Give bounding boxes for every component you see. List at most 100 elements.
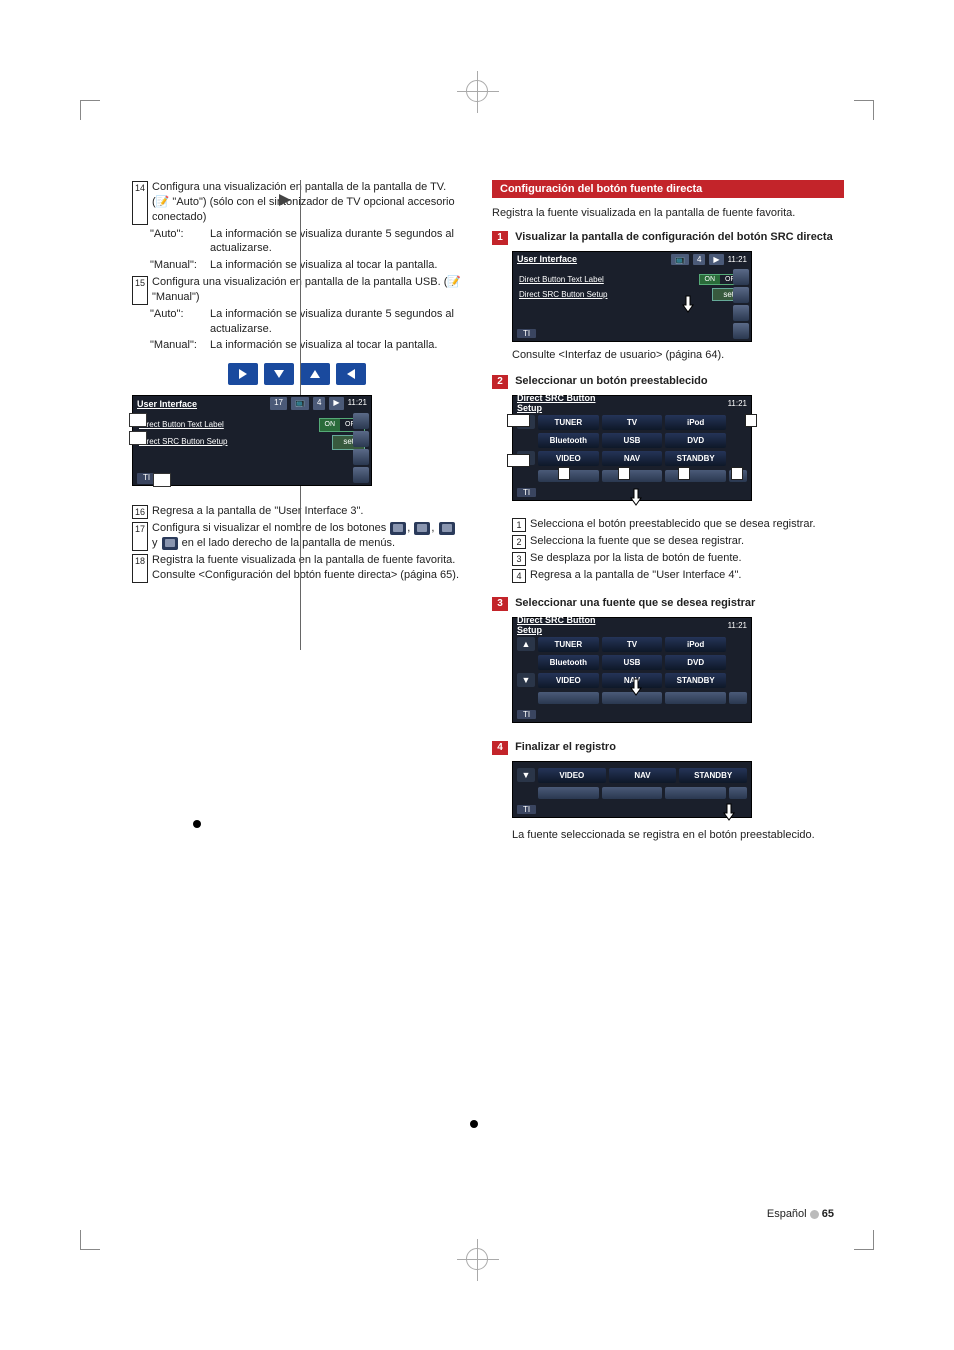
ti-button[interactable]: TI [517, 805, 536, 814]
step1-note: Consulte <Interfaz de usuario> (página 6… [512, 348, 844, 363]
callout-number: 16 [132, 505, 148, 519]
callout-number: 17 [132, 522, 148, 551]
ui-title: Direct SRC Button Setup [517, 393, 618, 413]
tab-chip[interactable]: 4 [693, 254, 705, 265]
clock-label: 11:21 [348, 398, 367, 409]
source-button[interactable]: VIDEO [538, 451, 599, 466]
left-arrow-icon[interactable] [336, 363, 366, 385]
callout-number: 3 [512, 552, 526, 566]
callout-marker: 3 ▼ [507, 454, 530, 467]
continuation-arrow [275, 190, 295, 210]
source-button[interactable]: Bluetooth [538, 655, 599, 670]
setting-label: Direct Button Text Label [139, 420, 224, 431]
preset-slot[interactable] [665, 470, 726, 482]
side-icon[interactable] [353, 413, 369, 429]
callout-number: 15 [132, 276, 148, 305]
scroll-down-button[interactable]: ▼ [517, 673, 535, 687]
source-button[interactable]: VIDEO [538, 768, 606, 783]
manual-option: "Manual": La información se visualiza al… [150, 258, 462, 273]
item-17: 17 Configura si visualizar el nombre de … [132, 521, 462, 551]
side-icon[interactable] [733, 323, 749, 339]
up-arrow-icon[interactable] [300, 363, 330, 385]
source-button[interactable]: VIDEO [538, 673, 599, 688]
side-icon[interactable] [353, 431, 369, 447]
ti-button[interactable]: TI [517, 488, 536, 497]
side-icon[interactable] [733, 305, 749, 321]
preset-slot[interactable] [665, 787, 726, 799]
section-header: Configuración del botón fuente directa [492, 180, 844, 198]
source-button[interactable]: NAV [609, 768, 677, 783]
side-icon[interactable] [733, 287, 749, 303]
tab-chip[interactable]: 17 [270, 397, 287, 410]
mini-source-icon [439, 522, 455, 535]
mini-source-icon [390, 522, 406, 535]
source-button[interactable]: STANDBY [679, 768, 747, 783]
cut-dot [470, 1120, 478, 1128]
item-15: 15 Configura una visualización en pantal… [132, 275, 462, 305]
tab-chip[interactable]: ▶ [709, 254, 723, 265]
callout-number: 1 [512, 518, 526, 532]
step-2-header: 2 Seleccionar un botón preestablecido [492, 375, 844, 389]
step-number: 1 [492, 231, 508, 245]
source-button[interactable]: USB [602, 433, 663, 448]
page-footer: Español 65 [767, 1208, 834, 1220]
side-icon[interactable] [353, 467, 369, 483]
annot-box: 18 [129, 431, 147, 445]
down-arrow-icon[interactable] [264, 363, 294, 385]
source-grid: ▲ TUNER TV iPod Bluetooth USB DVD ▼ VIDE… [513, 411, 751, 470]
step-number: 4 [492, 741, 508, 755]
preset-slot[interactable] [602, 787, 663, 799]
mini-source-icon [414, 522, 430, 535]
preset-slot[interactable] [538, 692, 599, 704]
source-button[interactable]: DVD [665, 655, 726, 670]
source-button[interactable]: TUNER [538, 415, 599, 430]
side-icon[interactable] [733, 269, 749, 285]
step-4-header: 4 Finalizar el registro [492, 741, 844, 755]
clock-label: 11:21 [728, 621, 747, 630]
ui-title: Direct SRC Button Setup [517, 615, 618, 635]
source-button[interactable]: TV [602, 637, 663, 652]
ti-button[interactable]: TI [517, 329, 536, 338]
item-14: 14 Configura una visualización en pantal… [132, 180, 462, 225]
return-button[interactable] [729, 692, 747, 704]
source-button[interactable]: iPod [665, 637, 726, 652]
right-arrow-icon[interactable] [228, 363, 258, 385]
preset-slot[interactable] [665, 692, 726, 704]
registration-mark [466, 1248, 488, 1270]
scroll-down-button[interactable]: ▼ [517, 768, 535, 782]
source-button[interactable]: USB [602, 655, 663, 670]
scroll-up-button[interactable]: ▲ [517, 637, 535, 651]
source-button[interactable]: TUNER [538, 637, 599, 652]
side-icon[interactable] [353, 449, 369, 465]
registration-mark [466, 80, 488, 102]
preset-slot[interactable] [538, 787, 599, 799]
source-button[interactable]: NAV [602, 451, 663, 466]
source-button[interactable]: STANDBY [665, 673, 726, 688]
ui-screenshot-step3: Direct SRC Button Setup 11:21 ▲ TUNER TV… [512, 617, 752, 723]
manual-page: 14 Configura una visualización en pantal… [0, 0, 954, 1350]
tab-chip[interactable]: ▶ [329, 397, 343, 410]
ui-screenshot-user-interface: User Interface 17 📺 4 ▶ 11:21 17 Direct … [132, 395, 372, 486]
return-button[interactable] [729, 787, 747, 799]
tab-chip[interactable]: 📺 [671, 254, 689, 265]
ti-button[interactable]: TI [517, 710, 536, 719]
source-button[interactable]: iPod [665, 415, 726, 430]
callout-number: 4 [512, 569, 526, 583]
source-button[interactable]: STANDBY [665, 451, 726, 466]
cursor-icon [721, 803, 737, 821]
auto-option: "Auto": La información se visualiza dura… [150, 227, 462, 257]
source-button[interactable]: Bluetooth [538, 433, 599, 448]
ui-header: User Interface 17 📺 4 ▶ 11:21 [133, 396, 371, 411]
callout-marker: 2 [618, 467, 630, 480]
step-3-header: 3 Seleccionar una fuente que se desea re… [492, 597, 844, 611]
mini-source-icon [162, 537, 178, 550]
tab-chip[interactable]: 📺 [291, 397, 309, 410]
step-number: 3 [492, 597, 508, 611]
preset-slot[interactable] [602, 470, 663, 482]
right-icon-strip [351, 411, 371, 485]
tab-chip[interactable]: 4 [313, 397, 325, 410]
source-button[interactable]: TV [602, 415, 663, 430]
setting-label: Direct SRC Button Setup [139, 437, 227, 448]
source-button[interactable]: DVD [665, 433, 726, 448]
ui-screenshot-step1: User Interface 📺 4 ▶ 11:21 Direct Button… [512, 251, 752, 342]
